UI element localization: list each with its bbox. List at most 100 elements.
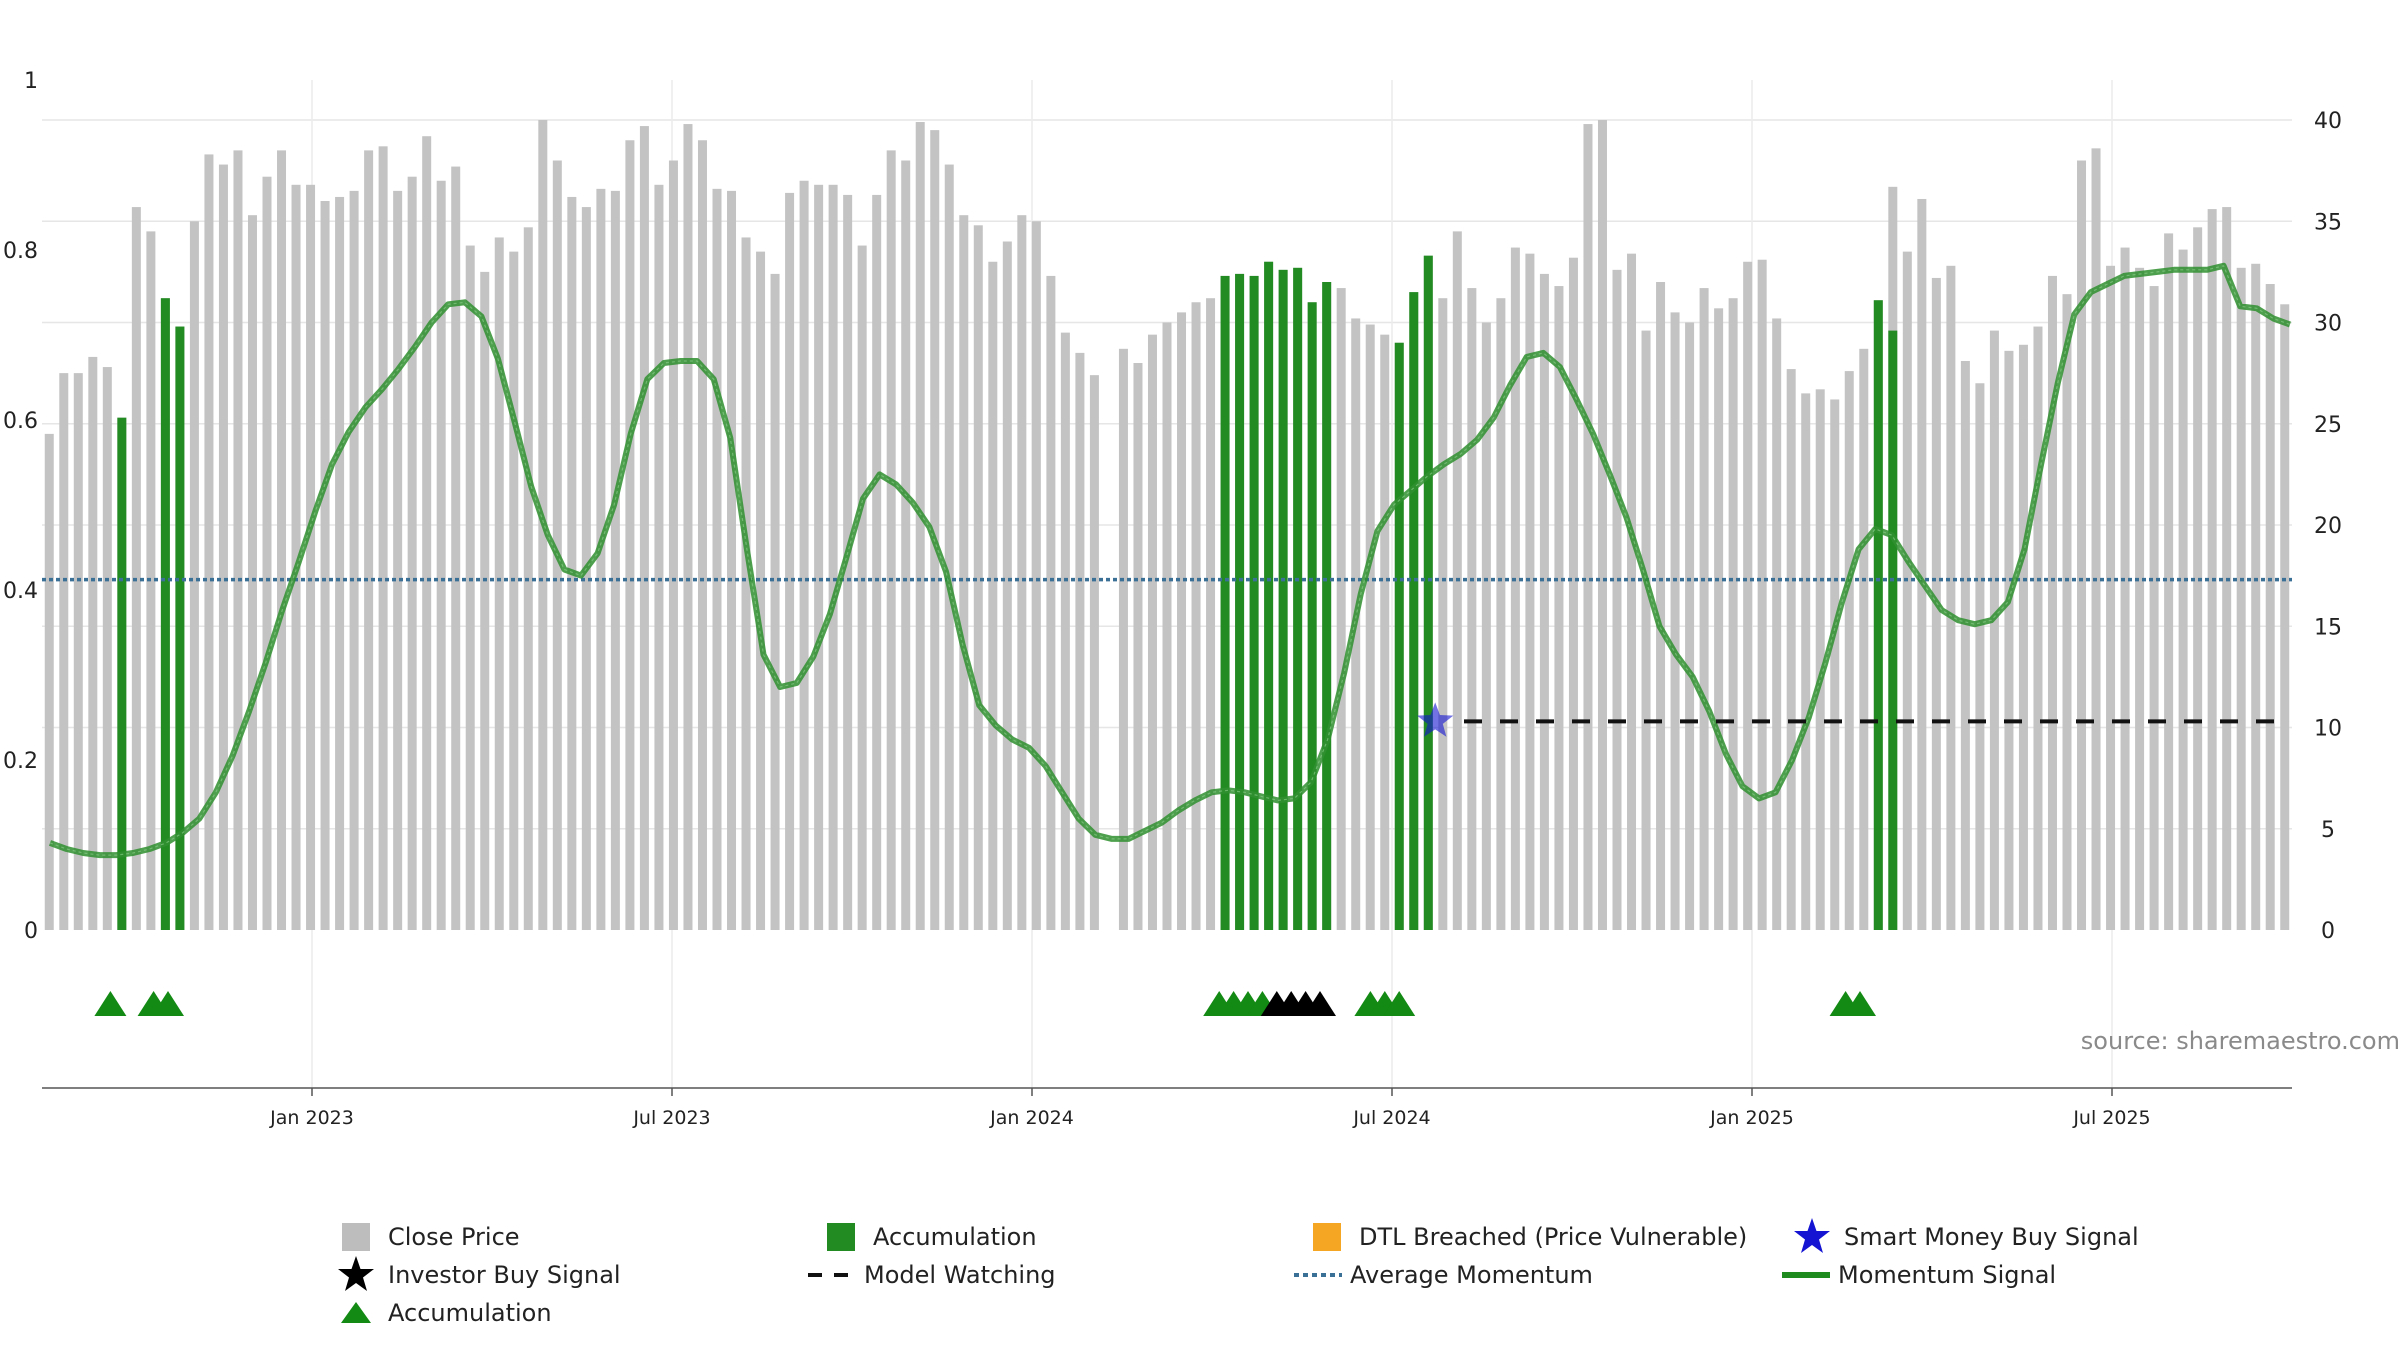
close-price-bar — [1510, 247, 1520, 930]
x-tick-label: Jan 2024 — [989, 1107, 1074, 1129]
right-tick-label: 5 — [2321, 818, 2335, 843]
close-price-bar — [189, 221, 199, 930]
accumulation-triangle — [1383, 991, 1416, 1016]
close-price-bar — [625, 140, 635, 930]
close-price-bar — [697, 140, 707, 930]
smart-money-buy-star — [1417, 702, 1454, 737]
close-price-bar — [1714, 308, 1724, 930]
close-price-bar — [2033, 326, 2043, 930]
close-price-bar — [2004, 350, 2014, 931]
close-price-bar — [1133, 363, 1143, 930]
accumulation-triangle — [152, 991, 184, 1016]
close-price-bar — [2164, 233, 2174, 930]
close-price-bar — [204, 154, 214, 931]
close-price-bar — [407, 176, 417, 930]
close-price-bar — [306, 184, 316, 931]
left-tick-label: 0.6 — [3, 409, 38, 434]
close-price-bar — [973, 225, 983, 931]
close-price-bars — [44, 120, 2290, 931]
close-price-bar — [2091, 148, 2101, 931]
accumulation-triangle — [94, 991, 127, 1016]
x-tick-label: Jul 2024 — [1352, 1107, 1430, 1129]
accumulation-bar — [1873, 300, 1883, 931]
accumulation-bar — [1293, 267, 1303, 930]
close-price-bar — [1046, 275, 1056, 930]
close-price-bar — [393, 190, 403, 930]
close-price-bar — [552, 160, 562, 930]
close-price-bar — [1583, 124, 1593, 931]
close-price-bar — [2106, 265, 2116, 930]
close-price-bar — [1539, 273, 1549, 930]
close-price-bar — [1975, 383, 1985, 930]
close-price-bar — [741, 237, 751, 930]
close-price-bar — [944, 164, 954, 931]
close-price-bar — [2178, 249, 2188, 931]
close-price-bar — [1670, 312, 1680, 930]
close-price-bar — [2251, 263, 2261, 930]
left-tick-label: 1 — [24, 69, 38, 94]
close-price-bar — [2207, 209, 2217, 931]
close-price-bar — [1496, 298, 1506, 930]
close-price-bar — [2047, 275, 2057, 930]
momentum-signal-highlight — [49, 265, 2291, 856]
close-price-bar — [451, 166, 461, 930]
close-price-bar — [712, 188, 722, 931]
close-price-bar — [2135, 267, 2145, 930]
close-price-bar — [1989, 330, 1999, 931]
right-tick-label: 30 — [2314, 312, 2342, 337]
accumulation-bar — [1409, 292, 1419, 930]
left-tick-label: 0 — [24, 919, 38, 944]
accumulation-bar — [1249, 275, 1259, 930]
close-price-bar — [654, 184, 664, 931]
close-price-bar — [1336, 288, 1346, 930]
close-price-bar — [1801, 393, 1811, 930]
close-price-bar — [2236, 267, 2246, 930]
close-price-bar — [639, 126, 649, 930]
accumulation-triangle — [1844, 991, 1876, 1016]
close-price-bar — [901, 160, 911, 930]
close-price-bar — [480, 271, 490, 930]
close-price-bar — [218, 164, 228, 931]
close-price-bar — [1191, 302, 1201, 930]
right-tick-label: 10 — [2314, 717, 2342, 742]
close-price-bar — [1772, 318, 1782, 930]
close-price-bar — [233, 150, 243, 930]
close-price-bar — [1554, 286, 1564, 930]
close-price-bar — [668, 160, 678, 930]
close-price-bar — [291, 184, 301, 931]
left-tick-label: 0.4 — [3, 579, 38, 604]
x-tick-label: Jul 2025 — [2072, 1107, 2150, 1129]
x-tick-label: Jul 2023 — [632, 1107, 710, 1129]
close-price-bar — [509, 251, 519, 930]
close-price-bar — [1757, 259, 1767, 931]
close-price-bar — [2280, 304, 2290, 930]
close-price-bar — [1467, 288, 1477, 930]
close-price-bar — [1177, 312, 1187, 930]
close-price-bar — [1162, 322, 1172, 930]
close-price-bar — [2222, 207, 2232, 930]
close-price-bar — [814, 184, 824, 931]
close-price-bar — [2120, 247, 2130, 930]
close-price-bar — [102, 367, 112, 930]
close-price-bar — [1815, 389, 1825, 930]
close-price-bar — [2062, 294, 2072, 930]
x-tick-label: Jan 2023 — [269, 1107, 354, 1129]
accumulation-bar — [1888, 330, 1898, 931]
close-price-bar — [930, 130, 940, 930]
accumulation-bar — [117, 417, 127, 930]
close-price-bar — [727, 190, 737, 930]
close-price-bar — [770, 273, 780, 930]
right-tick-label: 25 — [2314, 413, 2342, 438]
close-price-bar — [1060, 332, 1070, 930]
close-price-bar — [1597, 120, 1607, 930]
close-price-bar — [1438, 298, 1448, 930]
close-price-bar — [73, 373, 83, 930]
close-price-bar — [1627, 253, 1637, 930]
x-tick-label: Jan 2025 — [1709, 1107, 1794, 1129]
close-price-bar — [1206, 298, 1216, 930]
accumulation-bar — [1220, 275, 1230, 930]
close-price-bar — [2265, 284, 2275, 930]
close-price-bar — [247, 215, 257, 931]
source-label: source: sharemaestro.com — [2081, 1027, 2400, 1055]
